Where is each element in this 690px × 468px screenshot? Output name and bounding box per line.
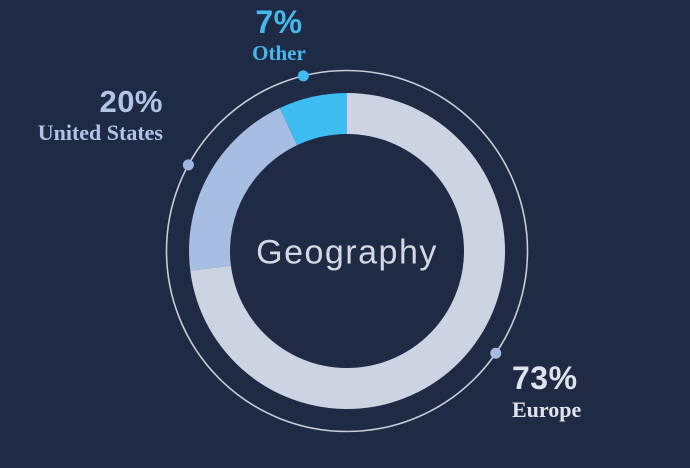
label-europe-name: Europe — [512, 396, 582, 422]
label-united-states-percent: 20% — [99, 84, 163, 119]
label-united-states: 20% United States — [37, 84, 163, 145]
label-europe-percent: 73% — [512, 360, 578, 396]
dot-united-states — [182, 159, 194, 171]
segment-united-states — [189, 108, 298, 271]
dot-other — [297, 70, 309, 82]
segment-other — [279, 93, 347, 146]
outer-ring — [165, 69, 529, 433]
label-europe: 73% Europe — [512, 360, 582, 422]
label-other-name: Other — [252, 40, 306, 65]
label-other-percent: 7% — [255, 4, 303, 40]
label-other: 7% Other — [209, 4, 349, 65]
chart-title: Geography — [256, 233, 438, 272]
dot-europe — [490, 347, 502, 359]
label-united-states-name: United States — [37, 119, 163, 145]
